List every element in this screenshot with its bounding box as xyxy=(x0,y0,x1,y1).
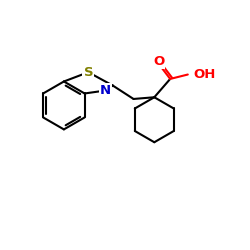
Text: S: S xyxy=(84,66,93,79)
Text: OH: OH xyxy=(193,68,216,81)
Text: O: O xyxy=(153,54,164,68)
Text: N: N xyxy=(100,84,111,97)
